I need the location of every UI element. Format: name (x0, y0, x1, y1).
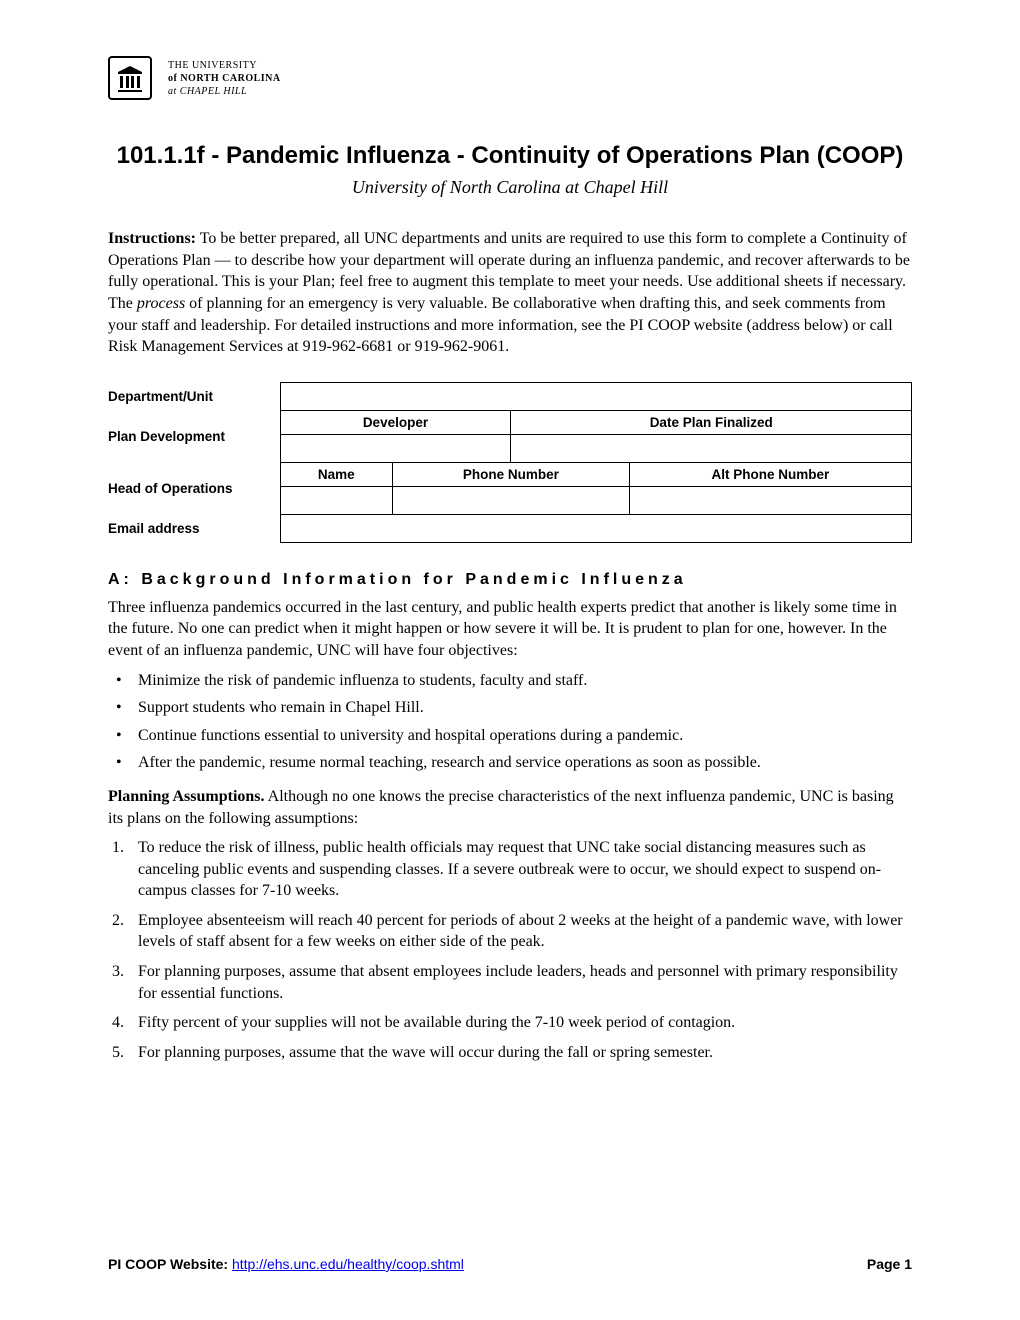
list-item: Support students who remain in Chapel Hi… (138, 697, 912, 719)
section-a-intro: Three influenza pandemics occurred in th… (108, 597, 912, 662)
unc-seal-icon (108, 56, 152, 100)
instructions-paragraph: Instructions: To be better prepared, all… (108, 228, 912, 358)
list-item: Employee absenteeism will reach 40 perce… (138, 910, 912, 953)
form-header-alt-phone: Alt Phone Number (629, 462, 911, 486)
logo-text: THE UNIVERSITY of NORTH CAROLINA at CHAP… (168, 59, 281, 98)
logo-line-3: at CHAPEL HILL (168, 85, 281, 98)
form-input-name[interactable] (280, 486, 393, 514)
list-item: To reduce the risk of illness, public he… (138, 837, 912, 902)
form-input-department[interactable] (280, 382, 912, 410)
list-item: For planning purposes, assume that the w… (138, 1042, 912, 1064)
form-input-date-finalized[interactable] (511, 434, 912, 462)
page-subtitle: University of North Carolina at Chapel H… (108, 177, 912, 198)
form-input-alt-phone[interactable] (629, 486, 911, 514)
planning-assumptions-paragraph: Planning Assumptions. Although no one kn… (108, 786, 912, 829)
list-item: Fifty percent of your supplies will not … (138, 1012, 912, 1034)
planning-assumptions-label: Planning Assumptions. (108, 788, 265, 805)
logo-header: THE UNIVERSITY of NORTH CAROLINA at CHAP… (108, 56, 912, 100)
form-header-name: Name (280, 462, 393, 486)
form-label-department: Department/Unit (108, 382, 280, 410)
instructions-text-2: of planning for an emergency is very val… (108, 295, 893, 355)
footer-website: PI COOP Website: http://ehs.unc.edu/heal… (108, 1256, 464, 1272)
instructions-italic: process (137, 295, 185, 312)
form-table: Department/Unit Plan Development Develop… (108, 382, 912, 543)
footer-page-number: Page 1 (867, 1256, 912, 1272)
building-columns-icon (114, 62, 146, 94)
form-header-developer: Developer (280, 410, 511, 434)
form-header-date-finalized: Date Plan Finalized (511, 410, 912, 434)
list-item: For planning purposes, assume that absen… (138, 961, 912, 1004)
form-input-email[interactable] (280, 514, 912, 542)
form-header-phone: Phone Number (393, 462, 630, 486)
logo-line-1: THE UNIVERSITY (168, 59, 281, 72)
list-item: Minimize the risk of pandemic influenza … (138, 670, 912, 692)
section-a-heading: A: Background Information for Pandemic I… (108, 571, 912, 589)
form-label-email: Email address (108, 514, 280, 542)
form-input-developer[interactable] (280, 434, 511, 462)
instructions-label: Instructions: (108, 230, 196, 247)
form-input-phone[interactable] (393, 486, 630, 514)
list-item: Continue functions essential to universi… (138, 725, 912, 747)
logo-line-2: of NORTH CAROLINA (168, 72, 281, 85)
footer-website-link[interactable]: http://ehs.unc.edu/healthy/coop.shtml (232, 1256, 464, 1272)
form-label-head-operations: Head of Operations (108, 462, 280, 514)
list-item: After the pandemic, resume normal teachi… (138, 752, 912, 774)
page-title: 101.1.1f - Pandemic Influenza - Continui… (108, 140, 912, 171)
objectives-list: Minimize the risk of pandemic influenza … (108, 670, 912, 774)
form-label-plan-development: Plan Development (108, 410, 280, 462)
footer-website-label: PI COOP Website: (108, 1256, 232, 1272)
assumptions-list: To reduce the risk of illness, public he… (108, 837, 912, 1063)
page-footer: PI COOP Website: http://ehs.unc.edu/heal… (108, 1256, 912, 1272)
